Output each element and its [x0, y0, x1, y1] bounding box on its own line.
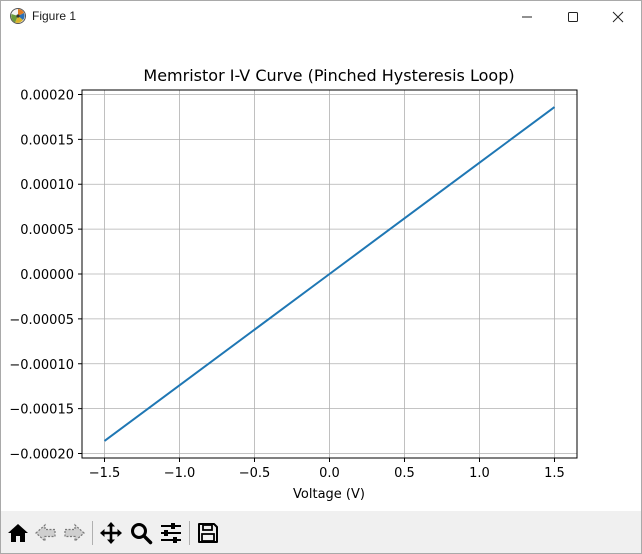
- x-tick-label: 1.0: [469, 466, 490, 481]
- x-tick-label: −1.5: [89, 466, 121, 481]
- y-tick-label: −0.00010: [9, 358, 74, 373]
- home-icon: [8, 524, 28, 542]
- y-tick-label: 0.00020: [20, 88, 74, 103]
- x-tick-label: 0.5: [394, 466, 415, 481]
- y-tick-label: −0.00015: [9, 403, 74, 418]
- navigation-toolbar: [1, 511, 641, 553]
- close-icon: [612, 11, 624, 23]
- x-axis-label: Voltage (V): [293, 487, 365, 502]
- y-tick-label: 0.00005: [20, 223, 74, 238]
- matplotlib-app-icon: [9, 7, 27, 25]
- y-tick-label: −0.00020: [9, 448, 74, 463]
- back-button[interactable]: [34, 521, 58, 545]
- toolbar-separator: [189, 521, 190, 545]
- series-line: [103, 106, 556, 442]
- minimize-icon: [522, 16, 532, 18]
- y-tick-label: 0.00000: [20, 268, 74, 283]
- maximize-icon: [568, 12, 578, 22]
- save-icon: [198, 523, 218, 543]
- pan-button[interactable]: [99, 521, 123, 545]
- figure-canvas[interactable]: Memristor I-V Curve (Pinched Hysteresis …: [1, 33, 641, 511]
- configure-subplots-icon: [161, 523, 181, 543]
- chart-title: Memristor I-V Curve (Pinched Hysteresis …: [143, 66, 514, 85]
- zoom-icon: [131, 523, 153, 545]
- x-tick-label: 0.0: [319, 466, 340, 481]
- maximize-button[interactable]: [550, 1, 596, 33]
- forward-icon: [64, 523, 85, 543]
- window-title: Figure 1: [32, 9, 77, 23]
- y-tick-label: 0.00010: [20, 178, 74, 193]
- line-chart: Memristor I-V Curve (Pinched Hysteresis …: [9, 66, 578, 502]
- pan-icon: [100, 522, 122, 544]
- toolbar-separator: [92, 521, 93, 545]
- forward-button[interactable]: [62, 521, 86, 545]
- home-button[interactable]: [6, 521, 30, 545]
- minimize-button[interactable]: [504, 1, 550, 33]
- x-tick-label: 1.5: [544, 466, 565, 481]
- configure-subplots-button[interactable]: [159, 521, 183, 545]
- save-button[interactable]: [196, 521, 220, 545]
- x-tick-label: −1.0: [164, 466, 196, 481]
- title-bar[interactable]: Figure 1: [1, 1, 641, 33]
- x-tick-label: −0.5: [239, 466, 271, 481]
- y-tick-label: 0.00015: [20, 133, 74, 148]
- zoom-button[interactable]: [129, 521, 153, 545]
- back-icon: [35, 523, 56, 543]
- close-button[interactable]: [595, 1, 641, 33]
- y-tick-label: −0.00005: [9, 313, 74, 328]
